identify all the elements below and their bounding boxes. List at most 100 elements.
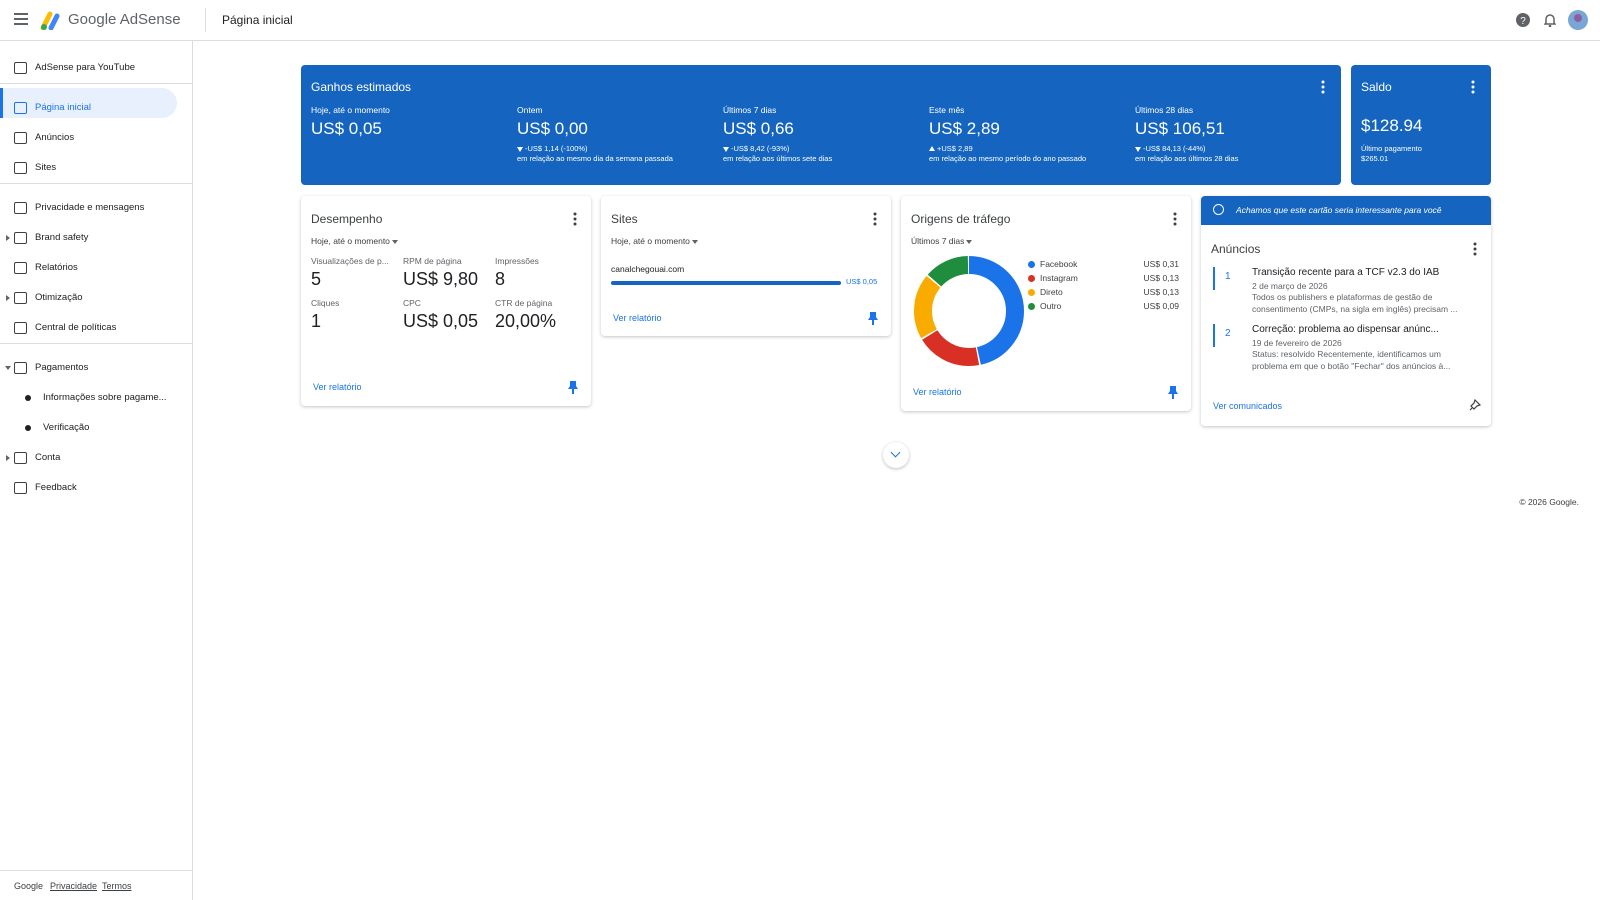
nav-item[interactable]: AdSense para YouTube bbox=[35, 62, 136, 73]
metric-value: 5 bbox=[311, 269, 322, 289]
metric-value: 20,00% bbox=[495, 311, 557, 331]
item-text: Todos os publishers e plataformas de ges… bbox=[1252, 292, 1458, 314]
more-menu[interactable] bbox=[1473, 242, 1477, 256]
pin-button[interactable] bbox=[1469, 399, 1481, 411]
up-arrow bbox=[929, 146, 935, 151]
more-menu[interactable] bbox=[873, 212, 877, 226]
down-arrow bbox=[723, 147, 729, 152]
nav-icon bbox=[14, 482, 27, 494]
nav-item[interactable]: Otimização bbox=[35, 292, 83, 303]
scroll-down-button[interactable] bbox=[883, 442, 909, 468]
nav-item[interactable]: Relatórios bbox=[35, 262, 78, 273]
dot bbox=[1173, 212, 1177, 216]
dot bbox=[873, 222, 877, 226]
dropdown-arrow[interactable] bbox=[966, 240, 972, 244]
banner-text: Achamos que este cartão seria interessan… bbox=[1236, 205, 1442, 215]
account-avatar[interactable] bbox=[1568, 10, 1588, 30]
donut-segment bbox=[914, 256, 1024, 366]
chevron bbox=[890, 447, 901, 458]
period-amount: US$ 0,00 bbox=[517, 119, 588, 138]
expand-arrow[interactable] bbox=[6, 455, 10, 461]
more-menu[interactable] bbox=[1471, 80, 1475, 94]
more-menu[interactable] bbox=[573, 212, 577, 226]
period-amount: US$ 0,05 bbox=[311, 119, 382, 138]
dot bbox=[573, 212, 577, 216]
period-label: Hoje, até o momento bbox=[311, 105, 390, 115]
more-menu[interactable] bbox=[1173, 212, 1177, 226]
pin-button[interactable] bbox=[1168, 386, 1178, 399]
site-bar bbox=[611, 281, 841, 285]
expand-arrow[interactable] bbox=[6, 235, 10, 241]
nav-item[interactable]: Brand safety bbox=[35, 232, 89, 243]
nav-icon bbox=[14, 292, 27, 304]
period-change: +US$ 2,89 bbox=[937, 144, 973, 153]
item-text: Status: resolvido Recentemente, identifi… bbox=[1252, 349, 1451, 371]
banner-icon bbox=[1213, 204, 1224, 215]
sidebar-divider bbox=[0, 183, 192, 184]
range-selector[interactable]: Últimos 7 dias bbox=[911, 236, 965, 246]
expand-arrow[interactable] bbox=[6, 295, 10, 301]
dropdown-arrow[interactable] bbox=[392, 240, 398, 244]
last-payment: $265.01 bbox=[1361, 154, 1389, 163]
earnings-card: Ganhos estimados Hoje, até o momento US$ 0… bbox=[301, 65, 1341, 185]
report-link[interactable]: Ver relatório bbox=[313, 382, 362, 392]
legend-dot bbox=[1028, 303, 1035, 310]
nav-item[interactable]: Central de políticas bbox=[35, 322, 117, 333]
sidebar-divider bbox=[0, 83, 192, 84]
performance-card: Desempenho Hoje, até o momento Visualizaçõ… bbox=[301, 196, 591, 406]
footer-link[interactable]: Privacidade bbox=[50, 881, 98, 891]
balance-card: Saldo $128.94 Último pagamento $265.01 bbox=[1351, 65, 1491, 185]
footer-link[interactable]: Termos bbox=[102, 881, 132, 891]
nav-item[interactable]: Pagamentos bbox=[35, 362, 89, 373]
report-link[interactable]: Ver comunicados bbox=[1213, 401, 1283, 411]
metric-value: 8 bbox=[495, 269, 506, 289]
legend-value: US$ 0,09 bbox=[1143, 301, 1179, 311]
help-icon[interactable]: ? bbox=[1516, 13, 1530, 27]
dot bbox=[1173, 217, 1177, 221]
more-menu[interactable] bbox=[1321, 80, 1325, 94]
nav-item[interactable]: Verificação bbox=[43, 422, 90, 433]
range-selector[interactable]: Hoje, até o momento bbox=[311, 236, 390, 246]
suggestion-banner: Achamos que este cartão seria interessan… bbox=[1201, 196, 1491, 225]
menu-button[interactable] bbox=[14, 13, 28, 25]
dot bbox=[1473, 242, 1477, 246]
nav-item[interactable]: Feedback bbox=[35, 482, 77, 493]
period-amount: US$ 0,66 bbox=[723, 119, 794, 138]
site-value: US$ 0,05 bbox=[846, 277, 878, 286]
report-link[interactable]: Ver relatório bbox=[613, 313, 662, 323]
nav-item[interactable]: Sites bbox=[35, 162, 57, 173]
nav-icon bbox=[14, 202, 27, 214]
footer-link: Google bbox=[14, 881, 44, 891]
divider bbox=[205, 8, 206, 32]
notifications-icon[interactable] bbox=[1544, 13, 1556, 27]
nav-icon bbox=[14, 362, 27, 374]
dot bbox=[1473, 252, 1477, 256]
item-title[interactable]: Transição recente para a TCF v2.3 do IAB bbox=[1252, 267, 1440, 278]
pin-button[interactable] bbox=[868, 312, 878, 325]
period-amount: US$ 106,51 bbox=[1135, 119, 1225, 138]
nav-item[interactable]: Página inicial bbox=[35, 102, 91, 113]
period-change: -US$ 1,14 (-100%) bbox=[525, 144, 588, 153]
nav-item[interactable]: Anúncios bbox=[35, 132, 75, 143]
report-link[interactable]: Ver relatório bbox=[913, 387, 962, 397]
nav-item[interactable]: Privacidade e mensagens bbox=[35, 202, 145, 213]
legend-dot bbox=[1028, 289, 1035, 296]
nav-item[interactable]: Informações sobre pagame... bbox=[43, 392, 167, 403]
pin-button[interactable] bbox=[568, 381, 578, 394]
dot bbox=[573, 217, 577, 221]
metric-value: 1 bbox=[311, 311, 322, 331]
range-selector[interactable]: Hoje, até o momento bbox=[611, 236, 690, 246]
dropdown-arrow[interactable] bbox=[692, 240, 698, 244]
card-title: Desempenho bbox=[311, 212, 383, 226]
dot bbox=[573, 222, 577, 226]
metric-label: Impressões bbox=[495, 256, 539, 266]
pin-shape bbox=[1168, 386, 1178, 399]
dot bbox=[1471, 85, 1475, 89]
item-title[interactable]: Correção: problema ao dispensar anúnc... bbox=[1252, 324, 1439, 335]
legend-name: Direto bbox=[1040, 287, 1063, 297]
adsense-logo bbox=[40, 11, 60, 30]
dot bbox=[1321, 85, 1325, 89]
nav-item[interactable]: Conta bbox=[35, 452, 61, 463]
last-payment-label: Último pagamento bbox=[1361, 144, 1422, 153]
expand-arrow[interactable] bbox=[5, 366, 11, 370]
